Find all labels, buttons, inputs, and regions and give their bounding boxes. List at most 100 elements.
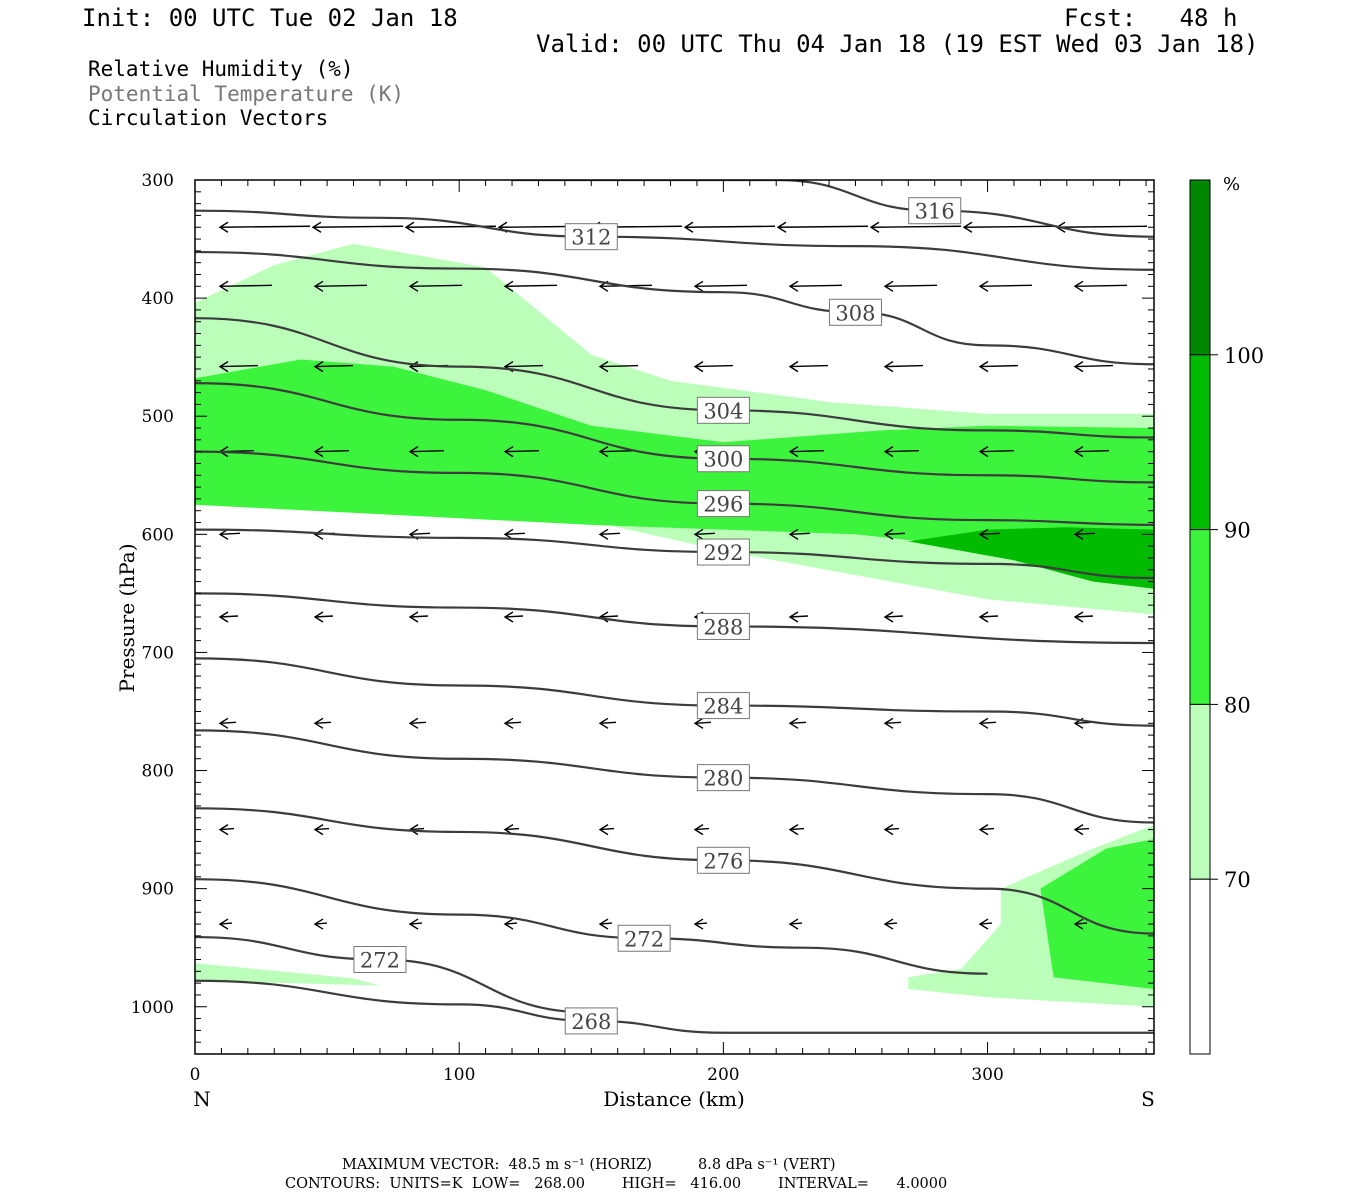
vector-arrow: [693, 918, 708, 930]
rh-fill-layer: [195, 243, 1154, 1007]
vector-arrow: [598, 361, 639, 373]
x-tick-label: 300: [971, 1065, 1003, 1085]
vector-arrow: [978, 280, 1033, 292]
init-time: Init: 00 UTC Tue 02 Jan 18: [82, 4, 458, 32]
vector-arrow: [683, 221, 776, 233]
y-tick-label: 400: [142, 289, 174, 309]
field-theta: Potential Temperature (K): [88, 82, 405, 106]
south-label: S: [1141, 1087, 1155, 1111]
forecast-hour: Fcst: 48 h: [1064, 4, 1238, 32]
colorbar-swatch: [1189, 529, 1211, 705]
vector-arrow: [313, 280, 368, 292]
vector-arrow: [598, 611, 619, 623]
contour-line-284: [195, 657, 1154, 727]
vector-arrow: [1073, 824, 1090, 836]
vector-arrow: [693, 280, 748, 292]
vector-arrow: [693, 824, 710, 836]
contour-label-text: 292: [703, 541, 743, 565]
colorbar-label: 70: [1224, 868, 1251, 892]
vector-arrow: [218, 611, 239, 623]
contour-label-text: 312: [571, 226, 611, 250]
vector-arrow: [693, 717, 712, 729]
rh-region-80: [1040, 839, 1154, 989]
contour-label-text: 304: [703, 399, 743, 423]
field-vectors: Circulation Vectors: [88, 106, 329, 130]
vector-arrow: [218, 280, 273, 292]
contour-label-284: 284: [696, 692, 750, 720]
contour-line-300: [195, 382, 1154, 484]
contour-label-272: 272: [617, 924, 671, 952]
vector-arrow: [218, 361, 259, 373]
y-tick-label: 700: [142, 643, 174, 663]
vector-arrow: [883, 918, 898, 930]
contour-label-text: 272: [624, 927, 664, 951]
vector-arrow: [408, 611, 429, 623]
vector-arrow: [1055, 221, 1148, 233]
vector-arrow: [218, 221, 311, 233]
vector-arrow: [693, 528, 716, 540]
vector-arrow: [598, 528, 621, 540]
contour-line-304: [195, 317, 1154, 439]
vector-arrow: [788, 361, 829, 373]
y-tick-label: 600: [142, 525, 174, 545]
contour-line-272: [195, 878, 988, 975]
vector-arrow: [978, 717, 997, 729]
vector-arrow: [503, 611, 524, 623]
vector-arrow: [776, 221, 869, 233]
contour-label-300: 300: [696, 445, 750, 473]
vector-arrow: [788, 446, 825, 458]
contour-label-text: 268: [571, 1010, 611, 1034]
vector-arrow: [788, 528, 811, 540]
x-tick-label: 0: [190, 1065, 201, 1085]
vector-arrow: [408, 824, 425, 836]
colorbar-label: 100: [1224, 344, 1264, 368]
vector-arrow: [1073, 446, 1110, 458]
vector-arrow: [978, 528, 1001, 540]
contour-label-296: 296: [696, 490, 750, 518]
vector-arrow: [883, 824, 900, 836]
vector-arrow: [1073, 918, 1088, 930]
vector-arrow: [313, 611, 334, 623]
vector-arrow: [978, 446, 1015, 458]
vector-arrow: [503, 446, 540, 458]
vector-arrow: [218, 824, 235, 836]
vector-arrow: [311, 221, 404, 233]
x-tick-label: 100: [443, 1065, 475, 1085]
vector-arrow: [788, 717, 807, 729]
contour-label-276: 276: [696, 846, 750, 874]
colorbar-label: 90: [1224, 519, 1251, 543]
contour-label-292: 292: [696, 538, 750, 566]
contour-label-308: 308: [828, 298, 882, 326]
vector-arrow: [598, 446, 635, 458]
y-tick-label: 1000: [131, 998, 174, 1018]
contour-label-272: 272: [353, 946, 407, 974]
colorbar-unit: %: [1223, 174, 1240, 195]
contour-label-288: 288: [696, 612, 750, 640]
colorbar-swatch: [1189, 354, 1211, 531]
vector-arrow: [408, 918, 423, 930]
vector-arrow: [788, 918, 803, 930]
vector-arrow: [883, 361, 924, 373]
vector-arrow: [313, 918, 328, 930]
colorbar-label: 80: [1224, 693, 1251, 717]
contour-line-288: [195, 592, 1154, 645]
contour-label-text: 280: [703, 767, 743, 791]
contour-label-316: 316: [908, 197, 962, 225]
vector-arrow: [978, 361, 1019, 373]
y-tick-label: 800: [142, 762, 174, 782]
contour-label-text: 276: [703, 849, 743, 873]
vector-arrow: [598, 918, 613, 930]
y-axis-label: Pressure (hPa): [115, 544, 139, 693]
vector-arrow: [883, 446, 920, 458]
vector-arrow: [598, 717, 617, 729]
vector-arrow: [313, 361, 354, 373]
vector-arrow: [218, 918, 233, 930]
rh-region-80: [195, 359, 1154, 588]
contour-label-268: 268: [564, 1007, 618, 1035]
vector-arrow: [408, 717, 427, 729]
vector-arrow: [598, 824, 615, 836]
vector-arrow: [218, 717, 237, 729]
vector-arrow: [218, 528, 241, 540]
max-vector-info: MAXIMUM VECTOR: 48.5 m s⁻¹ (HORIZ) 8.8 d…: [342, 1157, 836, 1173]
plot-axes: Distance (km) Pressure (hPa) N S 0 100 200…: [115, 171, 1155, 1111]
